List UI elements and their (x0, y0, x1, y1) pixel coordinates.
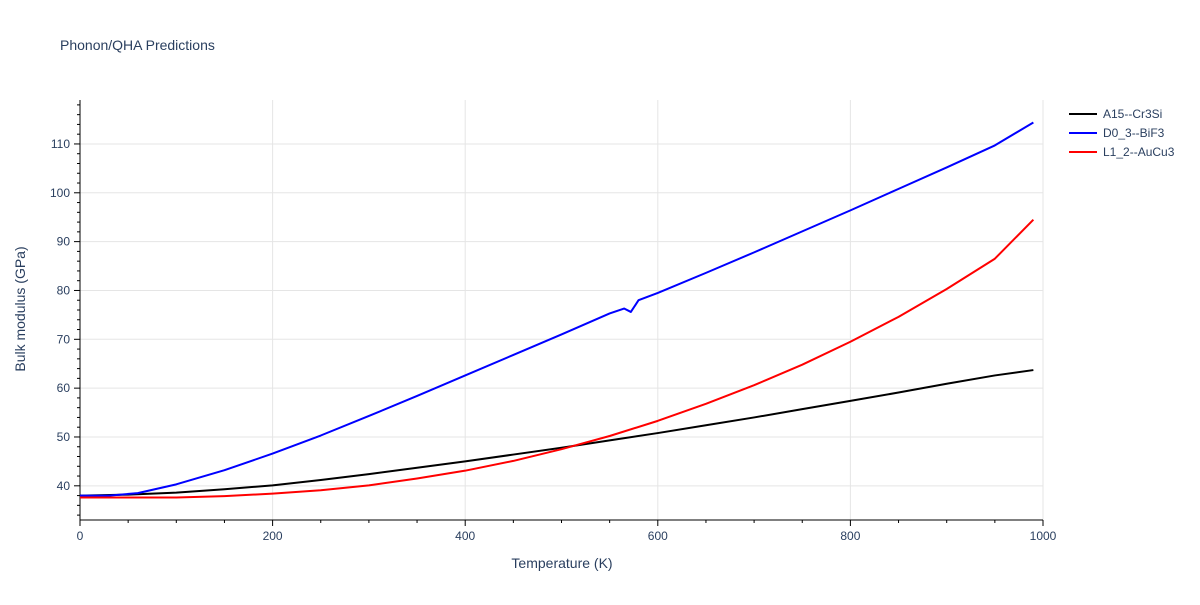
y-tick-label: 40 (57, 479, 71, 493)
y-tick-label: 110 (51, 137, 70, 151)
legend-label: A15--Cr3Si (1103, 107, 1162, 121)
series-layer (79, 121, 1035, 499)
series-line-a15-cr3si[interactable] (79, 369, 1034, 497)
y-tick-label: 50 (57, 430, 71, 444)
legend-item-a15-cr3si[interactable]: A15--Cr3Si (1069, 107, 1162, 121)
x-tick-label: 400 (455, 529, 475, 543)
x-tick-label: 600 (648, 529, 668, 543)
x-tick-label: 1000 (1030, 529, 1057, 543)
y-tick-label: 90 (57, 235, 71, 249)
legend-label: D0_3--BiF3 (1103, 126, 1165, 140)
y-tick-label: 70 (57, 332, 71, 346)
y-axis-title: Bulk modulus (GPa) (12, 246, 28, 371)
x-tick-label: 800 (840, 529, 860, 543)
y-tick-label: 80 (57, 283, 71, 297)
legend-item-l1-2-aucu3[interactable]: L1_2--AuCu3 (1069, 145, 1175, 159)
y-tick-label: 60 (57, 381, 71, 395)
axes-layer: 0 200 400 600 800 1000 40 50 60 70 80 90 100 110 (50, 100, 1057, 543)
legend-label: L1_2--AuCu3 (1103, 145, 1175, 159)
legend-item-d0-3-bif3[interactable]: D0_3--BiF3 (1069, 126, 1165, 140)
y-tick-label: 100 (50, 186, 70, 200)
x-tick-label: 200 (263, 529, 283, 543)
grid-layer (80, 100, 1044, 520)
chart-title: Phonon/QHA Predictions (60, 37, 215, 53)
series-line-d0-3-bif3[interactable] (80, 121, 1034, 497)
x-tick-label: 0 (77, 529, 84, 543)
x-axis-title: Temperature (K) (511, 555, 612, 571)
series-line-l1-2-aucu3[interactable] (80, 218, 1035, 499)
legend[interactable]: A15--Cr3Si D0_3--BiF3 L1_2--AuCu3 (1069, 107, 1175, 159)
